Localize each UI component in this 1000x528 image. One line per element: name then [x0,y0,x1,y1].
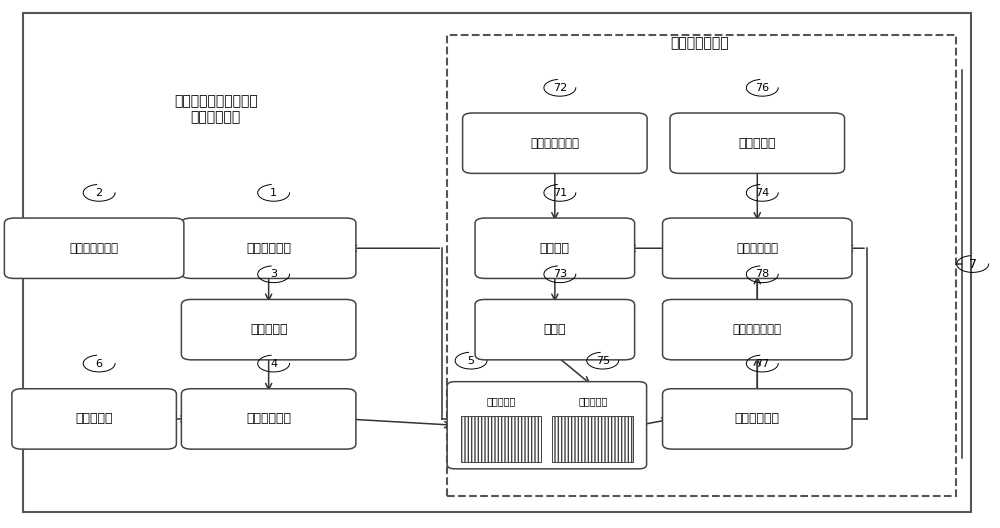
FancyBboxPatch shape [663,218,852,278]
Text: 驱动电机: 驱动电机 [540,242,570,254]
Text: 燃料电池增程式电动汽
车的冷却系统: 燃料电池增程式电动汽 车的冷却系统 [174,94,258,124]
FancyBboxPatch shape [447,382,647,469]
Text: 6: 6 [96,359,103,369]
Text: 3: 3 [270,269,277,279]
Text: 第一膨胀箱: 第一膨胀箱 [75,412,113,426]
FancyBboxPatch shape [663,389,852,449]
Text: 第一电子水泵: 第一电子水泵 [246,412,291,426]
Text: 72: 72 [553,83,567,93]
FancyBboxPatch shape [181,299,356,360]
FancyBboxPatch shape [181,218,356,278]
Text: 第二膨胀箱: 第二膨胀箱 [739,137,776,150]
FancyBboxPatch shape [663,299,852,360]
Text: 76: 76 [755,83,769,93]
Text: 第二温度传感器: 第二温度传感器 [530,137,579,150]
Text: 电源控制单元: 电源控制单元 [735,412,780,426]
Text: 电驱动冷却系统: 电驱动冷却系统 [670,36,729,50]
Text: 78: 78 [755,269,769,279]
Text: 燃料电池主机: 燃料电池主机 [246,242,291,254]
Text: 2: 2 [96,188,103,198]
Text: 第三温度传感器: 第三温度传感器 [733,323,782,336]
Text: 77: 77 [755,359,769,369]
Text: 离子分离器: 离子分离器 [250,323,287,336]
Text: 第二电子水泵: 第二电子水泵 [736,242,778,254]
Text: 第一散热器: 第一散热器 [486,397,516,407]
FancyBboxPatch shape [23,13,971,512]
Text: 发电机: 发电机 [544,323,566,336]
FancyBboxPatch shape [181,389,356,449]
Text: 7: 7 [969,258,977,270]
Text: 71: 71 [553,188,567,198]
Text: 1: 1 [270,188,277,198]
Text: 第二散热器: 第二散热器 [578,397,607,407]
FancyBboxPatch shape [475,299,635,360]
Text: 75: 75 [596,356,610,366]
FancyBboxPatch shape [12,389,176,449]
Text: 4: 4 [270,359,277,369]
FancyBboxPatch shape [475,218,635,278]
FancyBboxPatch shape [4,218,184,278]
Text: 5: 5 [468,356,475,366]
FancyBboxPatch shape [552,416,633,462]
FancyBboxPatch shape [463,113,647,173]
Text: 73: 73 [553,269,567,279]
FancyBboxPatch shape [461,416,541,462]
Text: 第一温度传感器: 第一温度传感器 [70,242,119,254]
FancyBboxPatch shape [670,113,845,173]
Text: 74: 74 [755,188,769,198]
